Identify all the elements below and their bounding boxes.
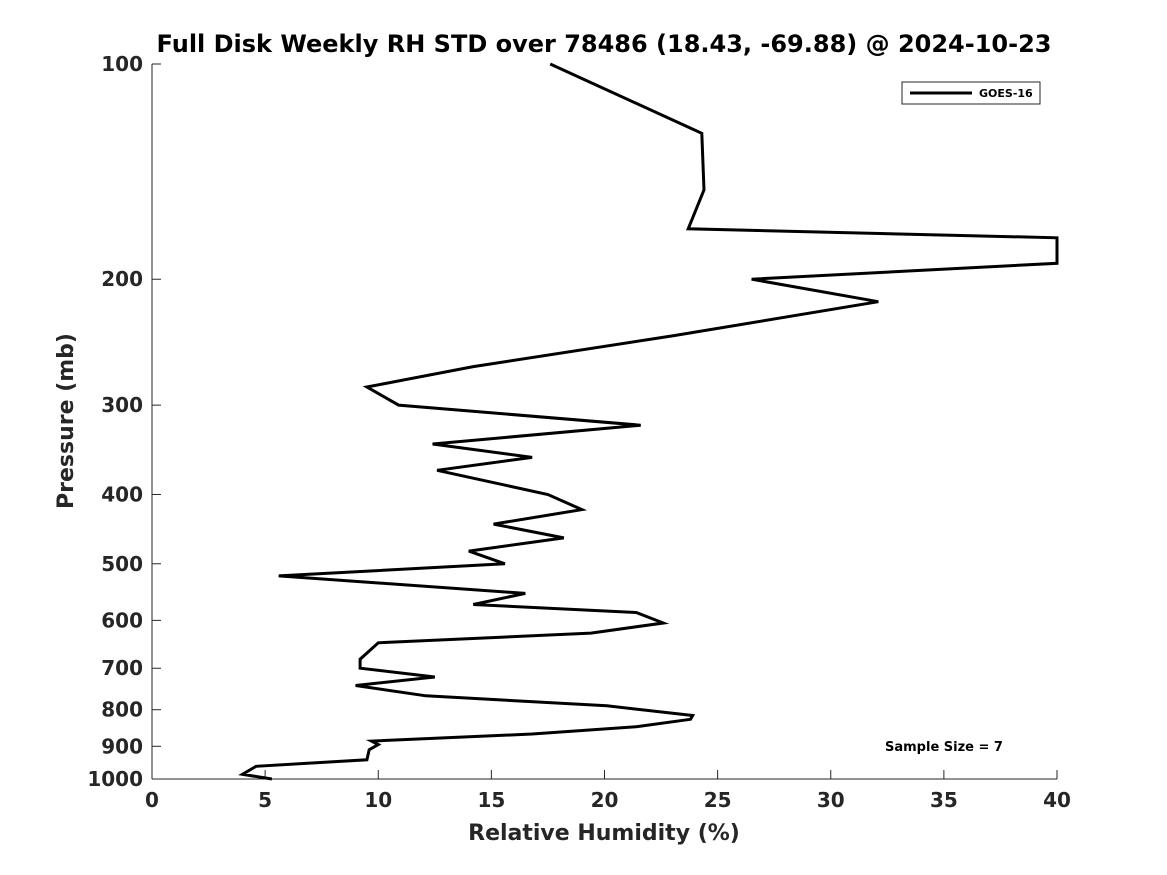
legend-label: GOES-16 xyxy=(979,87,1033,100)
y-tick-label: 200 xyxy=(101,267,143,291)
y-tick-label: 500 xyxy=(101,552,143,576)
x-tick-label: 30 xyxy=(817,788,845,812)
x-ticks: 0 5 10 15 20 25 30 35 40 xyxy=(145,770,1071,812)
legend: GOES-16 xyxy=(901,81,1041,105)
x-tick-label: 35 xyxy=(930,788,958,812)
series-line-goes-16 xyxy=(238,62,1059,781)
x-tick-label: 5 xyxy=(258,788,272,812)
chart-title: Full Disk Weekly RH STD over 78486 (18.4… xyxy=(157,30,1052,58)
y-tick-label: 600 xyxy=(101,608,143,632)
x-tick-label: 40 xyxy=(1043,788,1071,812)
y-tick-label: 1000 xyxy=(87,767,143,791)
y-tick-label: 300 xyxy=(101,393,143,417)
y-tick-label: 700 xyxy=(101,656,143,680)
sample-size-annotation: Sample Size = 7 xyxy=(885,740,1003,755)
y-tick-label: 400 xyxy=(101,482,143,506)
x-tick-label: 20 xyxy=(591,788,619,812)
x-tick-label: 25 xyxy=(704,788,732,812)
x-tick-label: 10 xyxy=(364,788,392,812)
y-tick-label: 100 xyxy=(101,52,143,76)
x-axis-label: Relative Humidity (%) xyxy=(468,821,740,846)
y-axis-label: Pressure (mb) xyxy=(54,333,79,509)
y-tick-label: 800 xyxy=(101,698,143,722)
y-ticks: 100 200 300 400 500 600 700 800 900 1000 xyxy=(87,52,161,791)
x-tick-label: 0 xyxy=(145,788,159,812)
y-tick-label: 900 xyxy=(101,734,143,758)
x-tick-label: 15 xyxy=(477,788,505,812)
